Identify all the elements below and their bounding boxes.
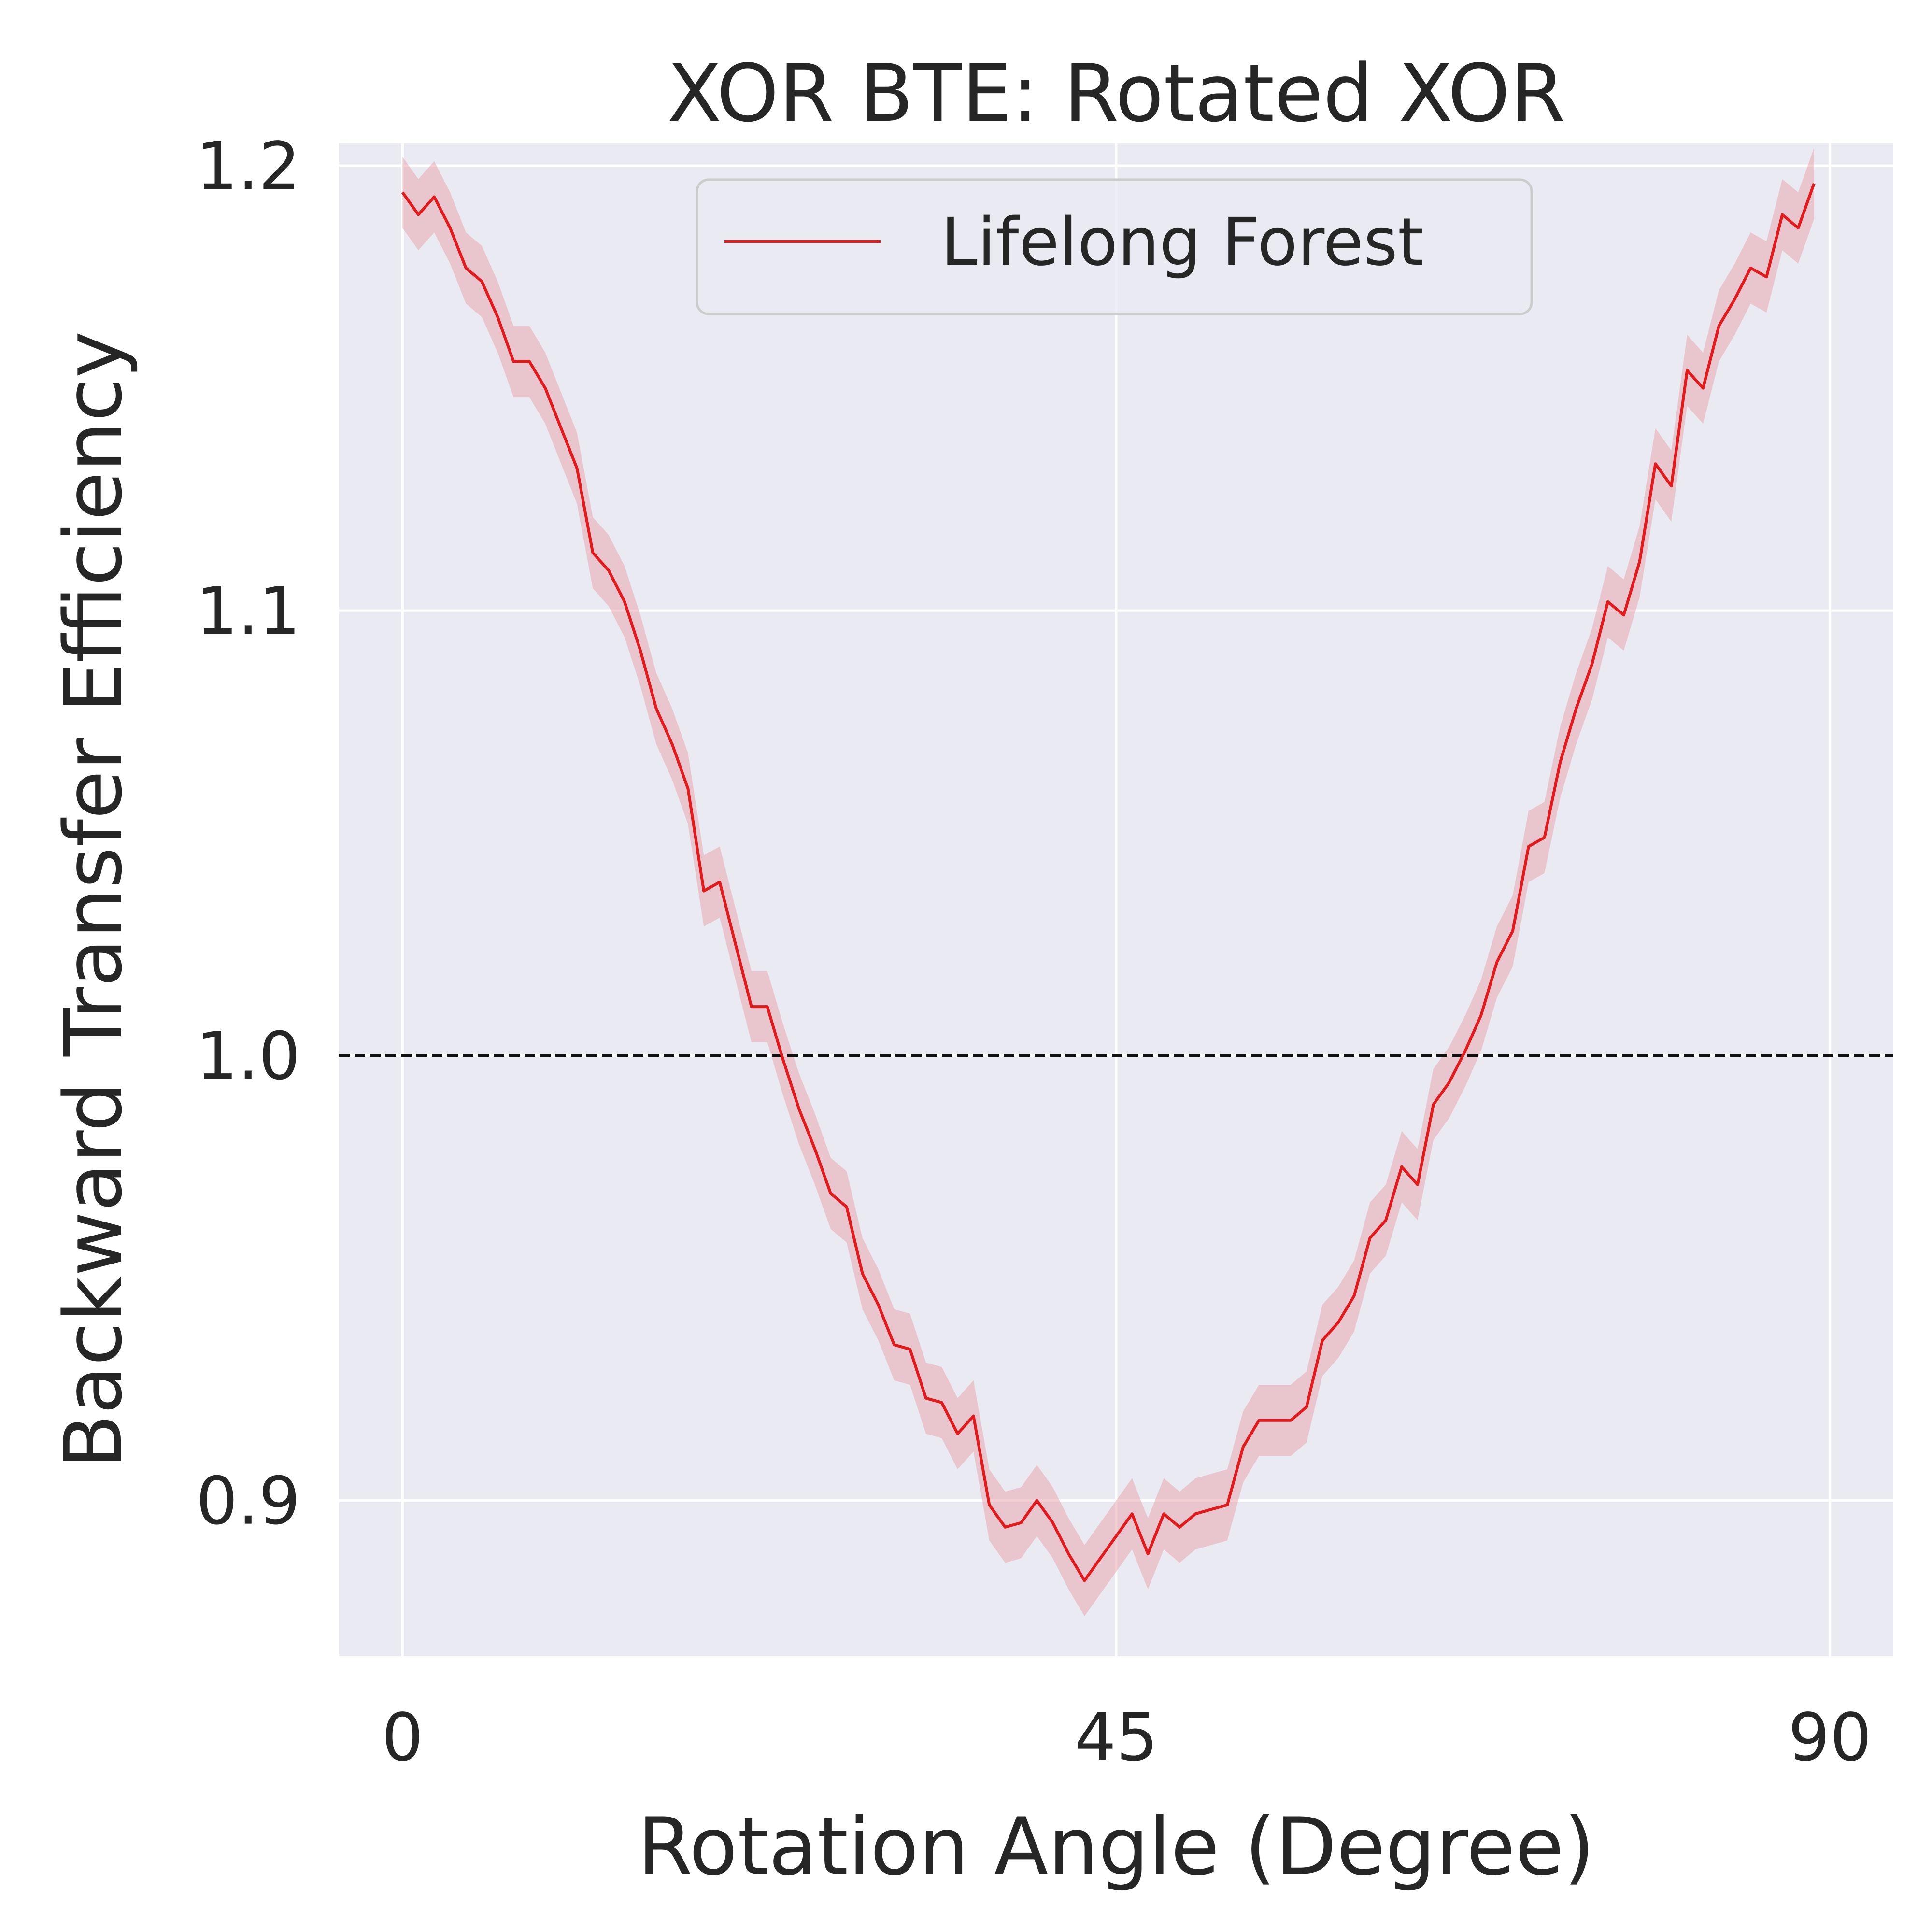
y-tick-labels: 0.9 1.0 1.1 1.2	[196, 128, 300, 1540]
chart-title: XOR BTE: Rotated XOR	[668, 47, 1565, 140]
y-tick-label-1: 1.0	[196, 1018, 300, 1094]
x-tick-label-2: 90	[1788, 1700, 1872, 1776]
x-axis-label: Rotation Angle (Degree)	[638, 1801, 1595, 1893]
legend-label-lifelong-forest: Lifelong Forest	[941, 204, 1423, 281]
y-axis-label: Backward Transfer Efficiency	[47, 331, 140, 1468]
y-tick-label-3: 1.2	[196, 128, 300, 205]
x-tick-label-1: 45	[1074, 1700, 1158, 1776]
x-tick-label-0: 0	[382, 1700, 424, 1776]
series-line-lifelong-forest	[401, 183, 1816, 1582]
y-tick-label-0: 0.9	[196, 1463, 300, 1540]
legend: Lifelong Forest	[696, 178, 1533, 315]
legend-box	[696, 178, 1533, 315]
x-tick-labels: 0 45 90	[382, 1700, 1872, 1776]
y-tick-label-2: 1.1	[196, 573, 300, 650]
